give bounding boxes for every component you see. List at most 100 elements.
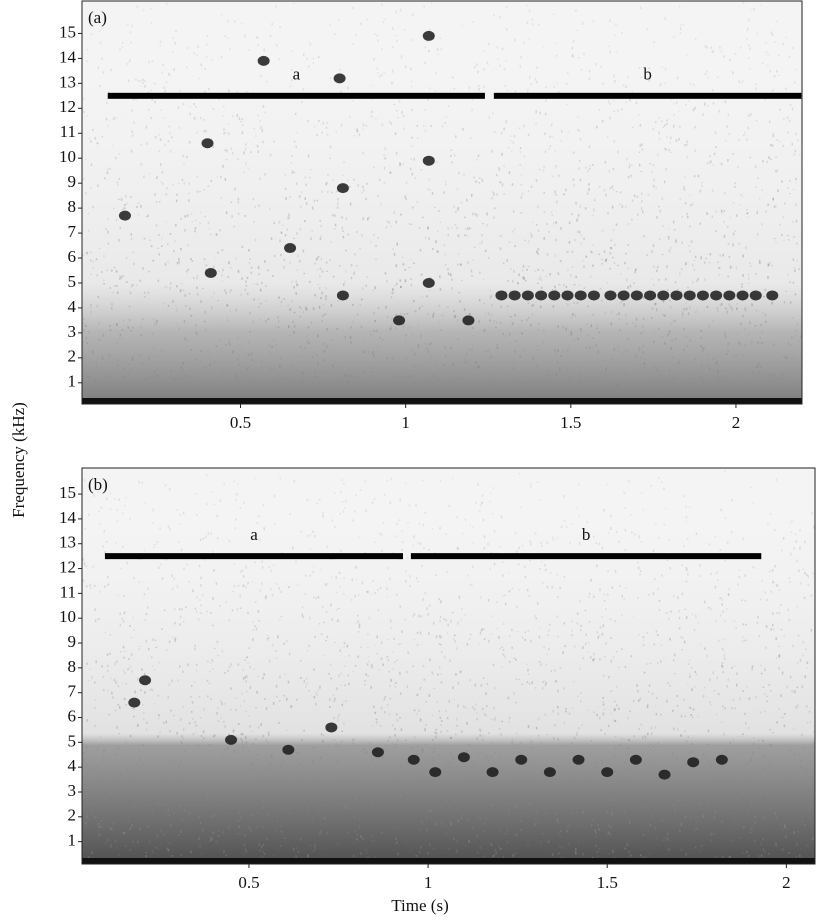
noise-speck <box>301 191 303 193</box>
noise-speck <box>372 835 374 837</box>
noise-speck <box>333 695 335 696</box>
noise-speck <box>779 141 781 143</box>
noise-speck <box>631 165 633 166</box>
noise-speck <box>305 197 307 200</box>
noise-speck <box>641 541 643 542</box>
noise-speck <box>265 597 267 600</box>
noise-speck <box>531 83 533 85</box>
noise-speck <box>640 76 642 78</box>
noise-speck <box>602 761 604 762</box>
noise-speck <box>636 318 638 321</box>
noise-speck <box>578 795 580 798</box>
noise-speck <box>812 573 814 574</box>
noise-speck <box>566 830 568 833</box>
noise-speck <box>674 229 676 231</box>
noise-speck <box>382 663 384 666</box>
noise-speck <box>407 685 409 688</box>
noise-speck <box>565 711 567 713</box>
noise-speck <box>538 735 540 737</box>
noise-speck <box>246 675 248 677</box>
noise-speck <box>693 377 695 380</box>
noise-speck <box>471 275 473 276</box>
noise-speck <box>782 717 784 718</box>
noise-speck <box>527 589 529 591</box>
noise-speck <box>116 270 118 273</box>
noise-speck <box>216 582 218 585</box>
noise-speck <box>571 742 573 745</box>
noise-speck <box>189 828 191 830</box>
noise-speck <box>413 158 415 161</box>
noise-speck <box>165 484 167 486</box>
noise-speck <box>695 39 697 40</box>
noise-speck <box>770 70 772 73</box>
noise-speck <box>795 178 797 181</box>
noise-speck <box>133 617 135 618</box>
noise-speck <box>534 782 536 784</box>
noise-speck <box>449 660 451 662</box>
noise-speck <box>309 396 311 398</box>
noise-speck <box>759 635 761 638</box>
noise-speck <box>537 602 539 605</box>
noise-speck <box>668 149 670 151</box>
noise-speck <box>171 855 173 857</box>
noise-speck <box>154 194 156 196</box>
noise-speck <box>165 90 167 92</box>
noise-speck <box>418 344 420 346</box>
noise-speck <box>117 387 119 389</box>
noise-speck <box>246 357 248 358</box>
noise-speck <box>400 214 402 216</box>
noise-speck <box>185 305 187 306</box>
noise-speck <box>248 168 250 169</box>
noise-speck <box>795 388 797 389</box>
noise-speck <box>736 334 738 335</box>
noise-speck <box>526 664 528 665</box>
noise-speck <box>769 684 771 686</box>
noise-speck <box>381 658 383 660</box>
noise-speck <box>363 124 365 127</box>
noise-speck <box>345 500 347 503</box>
noise-speck <box>385 272 387 274</box>
noise-speck <box>636 102 638 104</box>
noise-speck <box>748 277 750 280</box>
noise-speck <box>408 393 410 395</box>
syllable <box>697 290 709 300</box>
noise-speck <box>406 841 408 842</box>
noise-speck <box>304 220 306 222</box>
syllable <box>258 56 270 66</box>
noise-speck <box>608 46 610 47</box>
noise-speck <box>422 480 424 481</box>
noise-speck <box>603 83 605 85</box>
noise-speck <box>223 106 225 108</box>
noise-speck <box>392 724 394 727</box>
noise-speck <box>190 832 192 833</box>
noise-speck <box>362 787 364 789</box>
noise-speck <box>715 146 717 148</box>
noise-speck <box>154 355 156 357</box>
noise-speck <box>793 282 795 284</box>
noise-speck <box>433 622 435 625</box>
noise-speck <box>123 368 125 370</box>
noise-speck <box>281 301 283 302</box>
noise-speck <box>293 331 295 333</box>
noise-speck <box>353 671 355 673</box>
noise-speck <box>240 391 242 393</box>
noise-speck <box>551 586 553 589</box>
noise-speck <box>764 769 766 770</box>
noise-speck <box>428 313 430 314</box>
noise-speck <box>448 234 450 236</box>
noise-speck <box>640 384 642 386</box>
noise-speck <box>788 609 790 611</box>
noise-speck <box>110 492 112 494</box>
noise-speck <box>707 214 709 215</box>
noise-speck <box>160 163 162 166</box>
noise-speck <box>444 391 446 394</box>
noise-speck <box>627 286 629 289</box>
noise-speck <box>349 186 351 188</box>
noise-speck <box>444 122 446 124</box>
noise-speck <box>764 817 766 819</box>
noise-speck <box>221 385 223 387</box>
noise-speck <box>208 755 210 756</box>
noise-speck <box>190 258 192 260</box>
noise-speck <box>441 806 443 808</box>
noise-speck <box>687 213 689 215</box>
